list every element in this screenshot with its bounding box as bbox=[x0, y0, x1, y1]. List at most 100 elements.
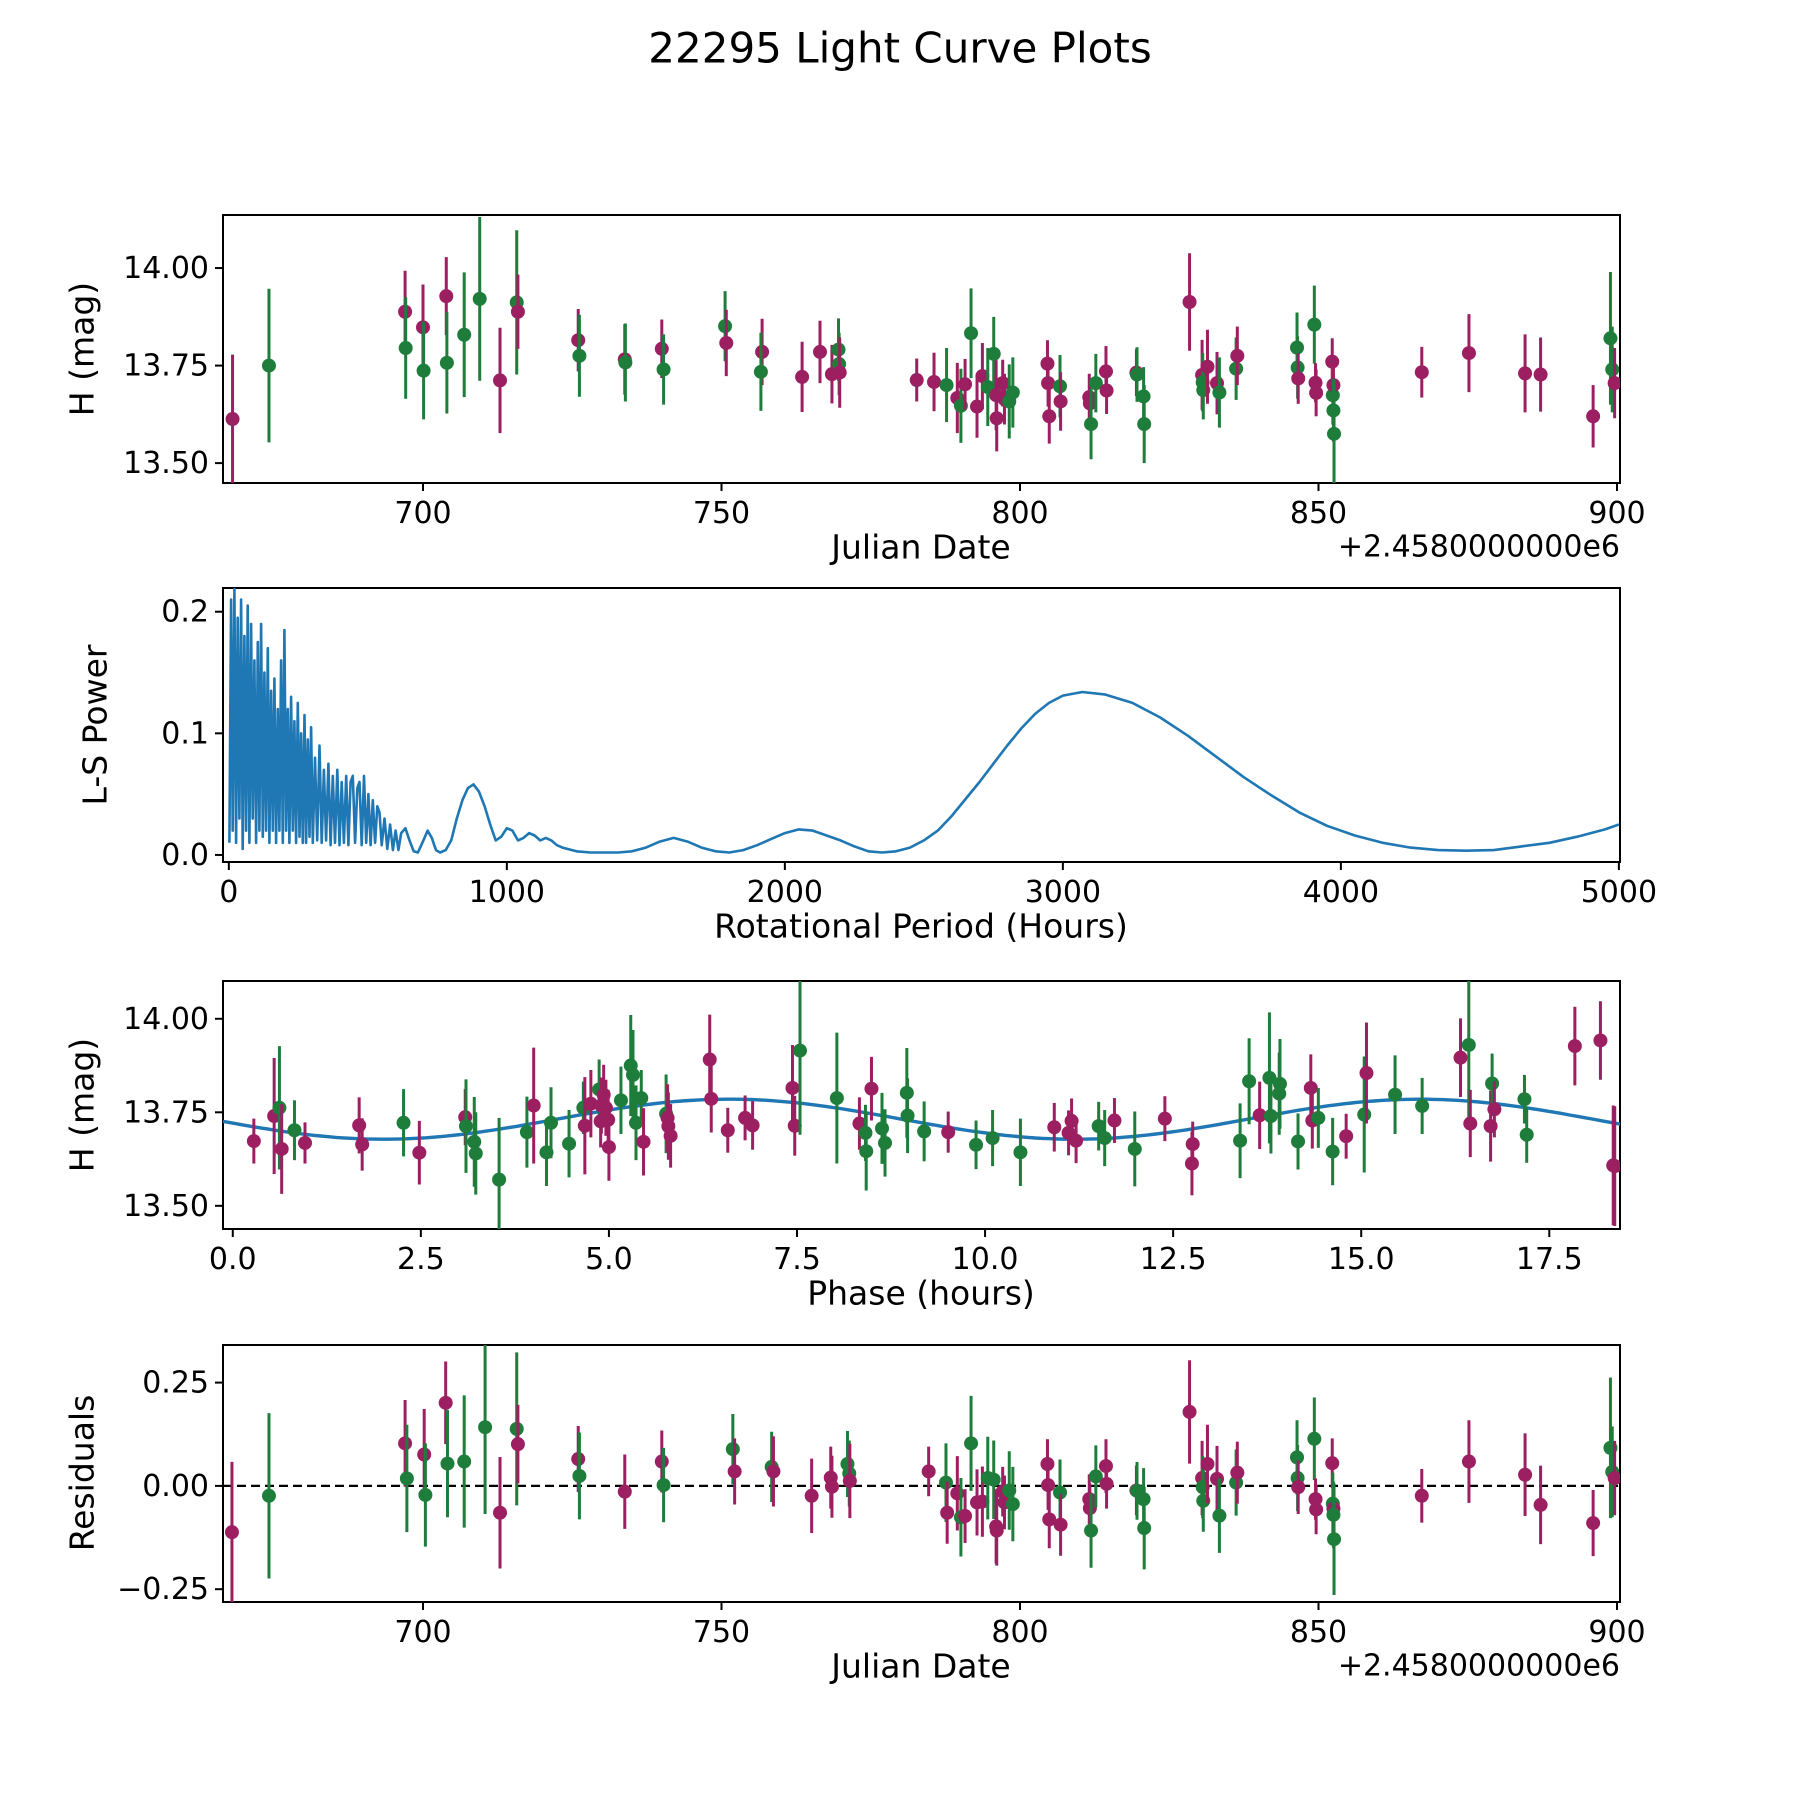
errorbar-point bbox=[297, 1122, 312, 1164]
errorbar-point bbox=[656, 334, 671, 405]
errorbar-point bbox=[510, 274, 525, 349]
y-tick-label: 0.2 bbox=[161, 595, 209, 630]
errorbar-point bbox=[1069, 1118, 1084, 1164]
panel1-xlabel: Julian Date bbox=[831, 527, 1011, 567]
errorbar-point bbox=[795, 341, 810, 413]
errorbar-point bbox=[438, 1361, 453, 1445]
errorbar-point bbox=[864, 1056, 879, 1121]
errorbar-point bbox=[1047, 1102, 1062, 1152]
x-tick-label: 2.5 bbox=[397, 1242, 445, 1277]
errorbar-point bbox=[467, 1096, 482, 1187]
errorbar-point bbox=[859, 1111, 874, 1191]
errorbar-point bbox=[753, 332, 768, 411]
errorbar-point bbox=[921, 1446, 936, 1497]
panel-periodogram: 0 1000 2000 3000 4000 5000 0.0 0.1 0.2 bbox=[161, 587, 1657, 910]
errorbar-point bbox=[842, 1443, 857, 1519]
periodogram-data-area bbox=[228, 588, 1620, 854]
errorbar-point bbox=[986, 316, 1001, 391]
errorbar-point bbox=[793, 981, 808, 1135]
errorbar-point bbox=[1307, 285, 1322, 364]
errorbar-point bbox=[1519, 1106, 1534, 1163]
x-tick-label: 5.0 bbox=[585, 1242, 633, 1277]
errorbar-point bbox=[702, 1014, 717, 1105]
errorbar-point bbox=[1533, 337, 1548, 412]
errorbar-point bbox=[1042, 388, 1057, 444]
errorbar-point bbox=[634, 1070, 649, 1127]
x-tick-label: 900 bbox=[1588, 1615, 1645, 1650]
errorbar-point bbox=[577, 1077, 592, 1175]
errorbar-point bbox=[493, 327, 508, 434]
residuals-data-area bbox=[223, 1345, 1620, 1602]
errorbar-point bbox=[958, 358, 973, 410]
errorbar-point bbox=[1309, 369, 1324, 417]
errorbar-point bbox=[412, 1120, 427, 1185]
errorbar-point bbox=[274, 1104, 289, 1194]
errorbar-point bbox=[1593, 1001, 1608, 1080]
errorbar-point bbox=[964, 1395, 979, 1491]
errorbar-point bbox=[787, 1095, 802, 1156]
errorbar-point bbox=[355, 1118, 370, 1171]
x-tick-label: 3000 bbox=[1025, 875, 1101, 910]
errorbar-point bbox=[1567, 1006, 1582, 1086]
errorbar-point bbox=[970, 375, 985, 438]
errorbar-point bbox=[1414, 1468, 1429, 1523]
panel1-x-offset: +2.4580000000e6 bbox=[1337, 529, 1620, 565]
x-tick-label: 750 bbox=[693, 496, 750, 531]
axes-frame bbox=[222, 1344, 1621, 1603]
errorbar-point bbox=[416, 321, 431, 420]
errorbar-point bbox=[1607, 1440, 1620, 1516]
errorbar-point bbox=[418, 1443, 433, 1547]
errorbar-point bbox=[1230, 326, 1245, 386]
errorbar-point bbox=[1099, 367, 1114, 414]
x-tick-label: 1000 bbox=[469, 875, 545, 910]
x-tick-label: 5000 bbox=[1581, 875, 1657, 910]
errorbar-point bbox=[1157, 1096, 1172, 1142]
errorbar-point bbox=[1325, 1117, 1340, 1186]
errorbar-point bbox=[493, 1456, 508, 1569]
panel-phased-light-curve: 0.0 2.5 5.0 7.5 10.0 12.5 15.0 17.5 13.50 13.75 14… bbox=[123, 980, 1621, 1277]
errorbar-point bbox=[1463, 1089, 1478, 1158]
x-tick-label: 850 bbox=[1290, 1615, 1347, 1650]
errorbar-point bbox=[989, 1495, 1004, 1566]
errorbar-point bbox=[1586, 1490, 1601, 1557]
panel4-xlabel: Julian Date bbox=[831, 1646, 1011, 1686]
axes-frame bbox=[222, 587, 1621, 863]
errorbar-point bbox=[941, 1111, 956, 1153]
errorbar-point bbox=[1359, 1022, 1374, 1124]
errorbar-point bbox=[909, 358, 924, 402]
errorbar-point bbox=[1091, 1101, 1106, 1151]
errorbar-point bbox=[1607, 1106, 1620, 1227]
x-tick-label: 12.5 bbox=[1140, 1242, 1207, 1277]
errorbar-point bbox=[636, 1108, 651, 1176]
y-tick-label: 14.00 bbox=[123, 1002, 209, 1037]
errorbar-point bbox=[1053, 372, 1068, 431]
errorbar-point bbox=[439, 312, 454, 414]
errorbar-point bbox=[613, 1066, 628, 1134]
errorbar-point bbox=[1263, 1078, 1278, 1154]
light-curve-data-area bbox=[225, 216, 1620, 483]
errorbar-point bbox=[457, 1395, 472, 1528]
y-tick-label: 13.75 bbox=[123, 1095, 209, 1130]
errorbar-point bbox=[940, 1481, 955, 1544]
x-tick-label: 700 bbox=[394, 496, 451, 531]
errorbar-point bbox=[398, 297, 413, 399]
errorbar-point bbox=[927, 352, 942, 412]
errorbar-point bbox=[1013, 1118, 1028, 1186]
axes-frame bbox=[222, 214, 1621, 484]
errorbar-point bbox=[1303, 1054, 1318, 1122]
errorbar-point bbox=[1185, 1121, 1200, 1167]
errorbar-point bbox=[1084, 1493, 1099, 1568]
errorbar-point bbox=[618, 323, 633, 402]
errorbar-point bbox=[1533, 1465, 1548, 1545]
errorbar-point bbox=[1327, 1483, 1342, 1595]
errorbar-point bbox=[832, 337, 847, 408]
errorbar-point bbox=[824, 1455, 839, 1518]
errorbar-point bbox=[727, 1438, 742, 1505]
errorbar-point bbox=[1230, 1441, 1245, 1504]
errorbar-point bbox=[562, 1110, 577, 1178]
y-tick-label: 0.00 bbox=[142, 1469, 209, 1504]
errorbar-point bbox=[457, 272, 472, 398]
phased-light-curve-data-area bbox=[223, 981, 1620, 1229]
errorbar-point bbox=[572, 314, 587, 397]
x-tick-label: 850 bbox=[1290, 496, 1347, 531]
